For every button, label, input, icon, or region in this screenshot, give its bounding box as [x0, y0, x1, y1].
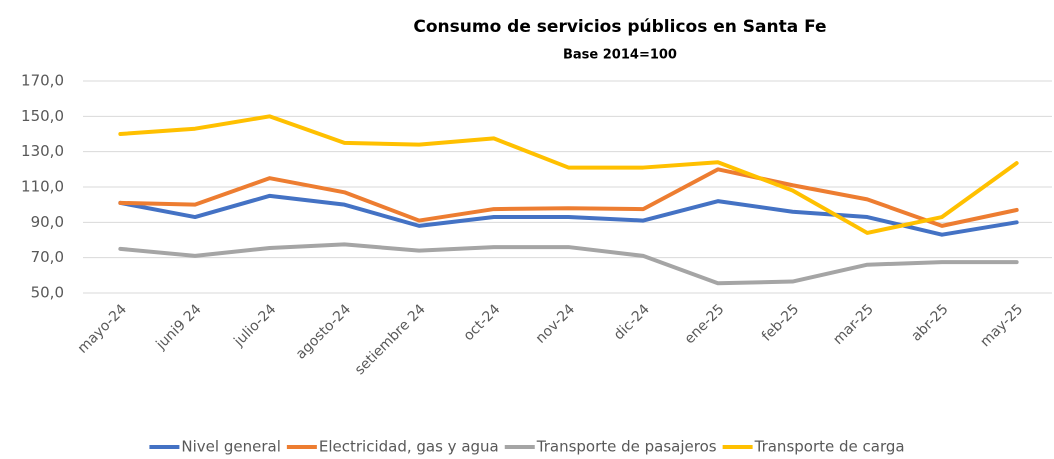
x-tick-label: setiembre 24	[352, 301, 429, 378]
y-tick-label: 70,0	[31, 248, 64, 266]
x-tick-label: may-25	[977, 301, 1026, 350]
legend-label: Transporte de pasajeros	[536, 438, 717, 456]
series-line	[118, 114, 1019, 235]
legend-label: Transporte de carga	[754, 438, 905, 456]
y-tick-label: 150,0	[21, 107, 64, 125]
series-line	[118, 193, 1019, 237]
series-line	[118, 167, 1019, 228]
y-tick-label: 90,0	[31, 213, 64, 231]
x-tick-label: mar-25	[830, 301, 877, 348]
x-tick-label: ene-25	[682, 301, 728, 347]
y-tick-label: 110,0	[21, 178, 64, 196]
x-tick-label: mayo-24	[75, 301, 130, 356]
x-tick-label: abr-25	[908, 301, 951, 344]
x-tick-label: agosto-24	[293, 301, 354, 362]
legend-label: Nivel general	[181, 438, 280, 456]
x-tick-label: nov-24	[533, 301, 578, 346]
x-tick-label: juni9 24	[153, 301, 205, 353]
chart-title: Consumo de servicios públicos en Santa F…	[413, 17, 826, 37]
series-line	[118, 242, 1019, 286]
chart-subtitle: Base 2014=100	[563, 48, 677, 63]
x-tick-label: julio-24	[230, 301, 279, 350]
y-tick-label: 130,0	[21, 142, 64, 160]
legend-label: Electricidad, gas y agua	[319, 438, 499, 456]
x-tick-label: dic-24	[611, 301, 653, 343]
legend: Nivel general Electricidad, gas y agua Tra…	[149, 438, 905, 456]
y-tick-label: 50,0	[31, 284, 64, 302]
y-tick-label: 170,0	[21, 72, 64, 90]
x-tick-label: feb-25	[759, 301, 802, 344]
x-tick-label: oct-24	[461, 301, 504, 344]
